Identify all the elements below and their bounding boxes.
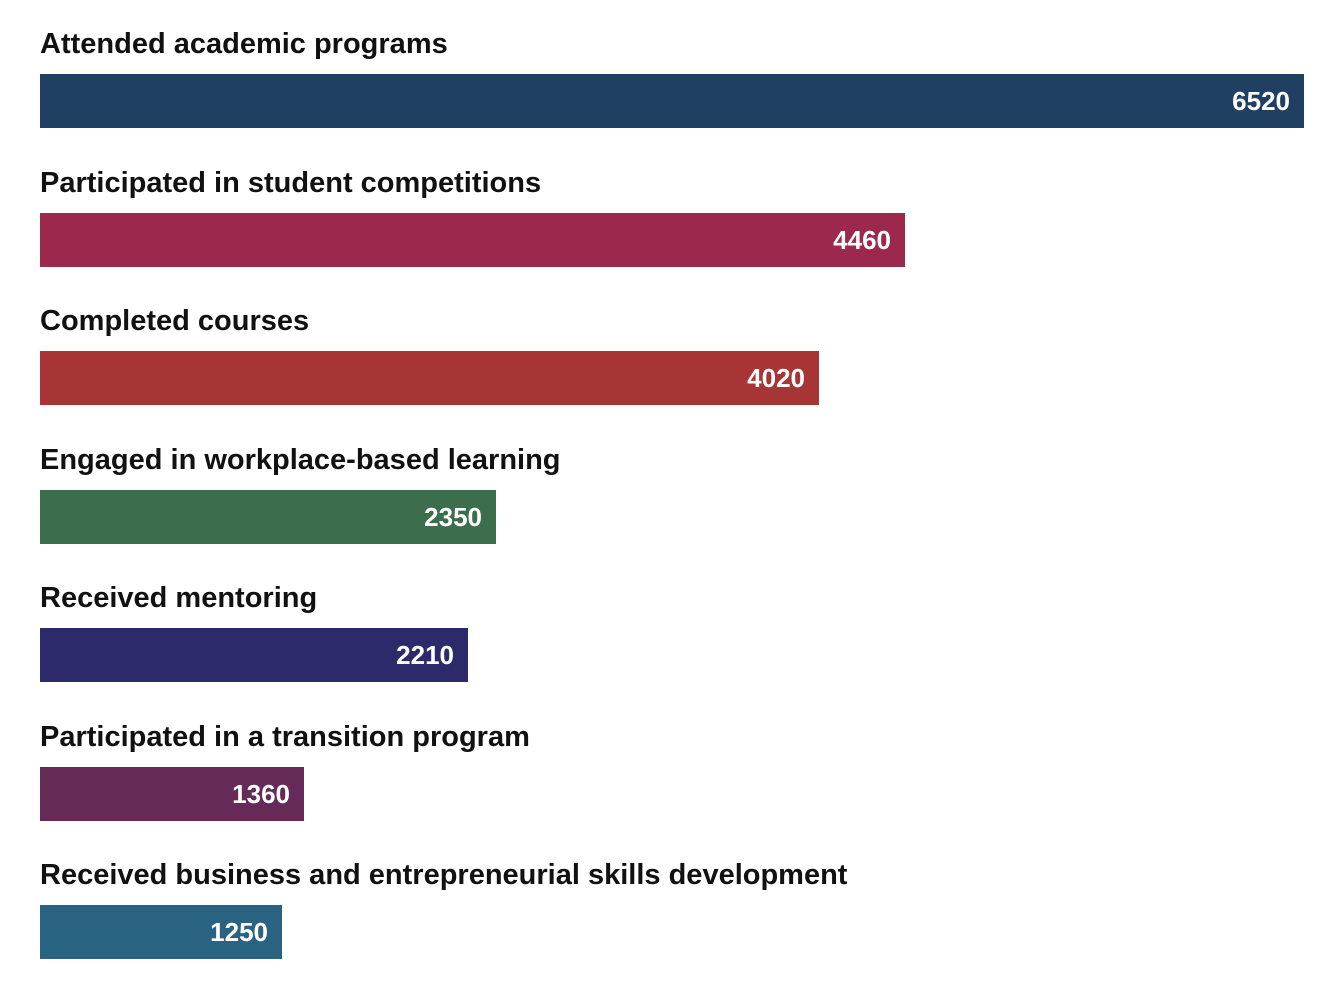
bar-row: Attended academic programs 6520 [40,22,1304,161]
bar-row: Received mentoring 2210 [40,576,1304,715]
bar: 1360 [40,766,304,821]
category-label: Engaged in workplace-based learning [40,443,561,476]
bar-row: Completed courses 4020 [40,299,1304,438]
bar: 6520 [40,74,1304,128]
bar: 2210 [40,628,468,682]
bar-row: Participated in a transition program 1360 [40,715,1304,854]
value-label: 1250 [210,917,268,947]
value-label: 4020 [747,363,805,393]
category-label: Attended academic programs [40,28,448,60]
bar: 1250 [40,905,282,959]
value-label: 2210 [396,640,454,670]
category-label: Participated in student competitions [40,166,542,199]
value-label: 1360 [232,778,290,809]
bar-chart: Attended academic programs 6520 Participat… [40,22,1304,992]
category-label: Completed courses [40,305,310,337]
bar-row: Engaged in workplace-based learning 2350 [40,438,1304,577]
value-label: 2350 [424,501,482,532]
value-label: 4460 [833,224,891,255]
value-label: 6520 [1232,86,1290,116]
category-label: Participated in a transition program [40,720,530,753]
bar: 4460 [40,212,905,267]
bar: 2350 [40,489,496,544]
category-label: Received business and entrepreneurial sk… [40,859,848,891]
bar-row: Participated in student competitions 4460 [40,161,1304,300]
bar: 4020 [40,351,819,405]
bar-row: Received business and entrepreneurial sk… [40,853,1304,992]
category-label: Received mentoring [40,582,318,614]
